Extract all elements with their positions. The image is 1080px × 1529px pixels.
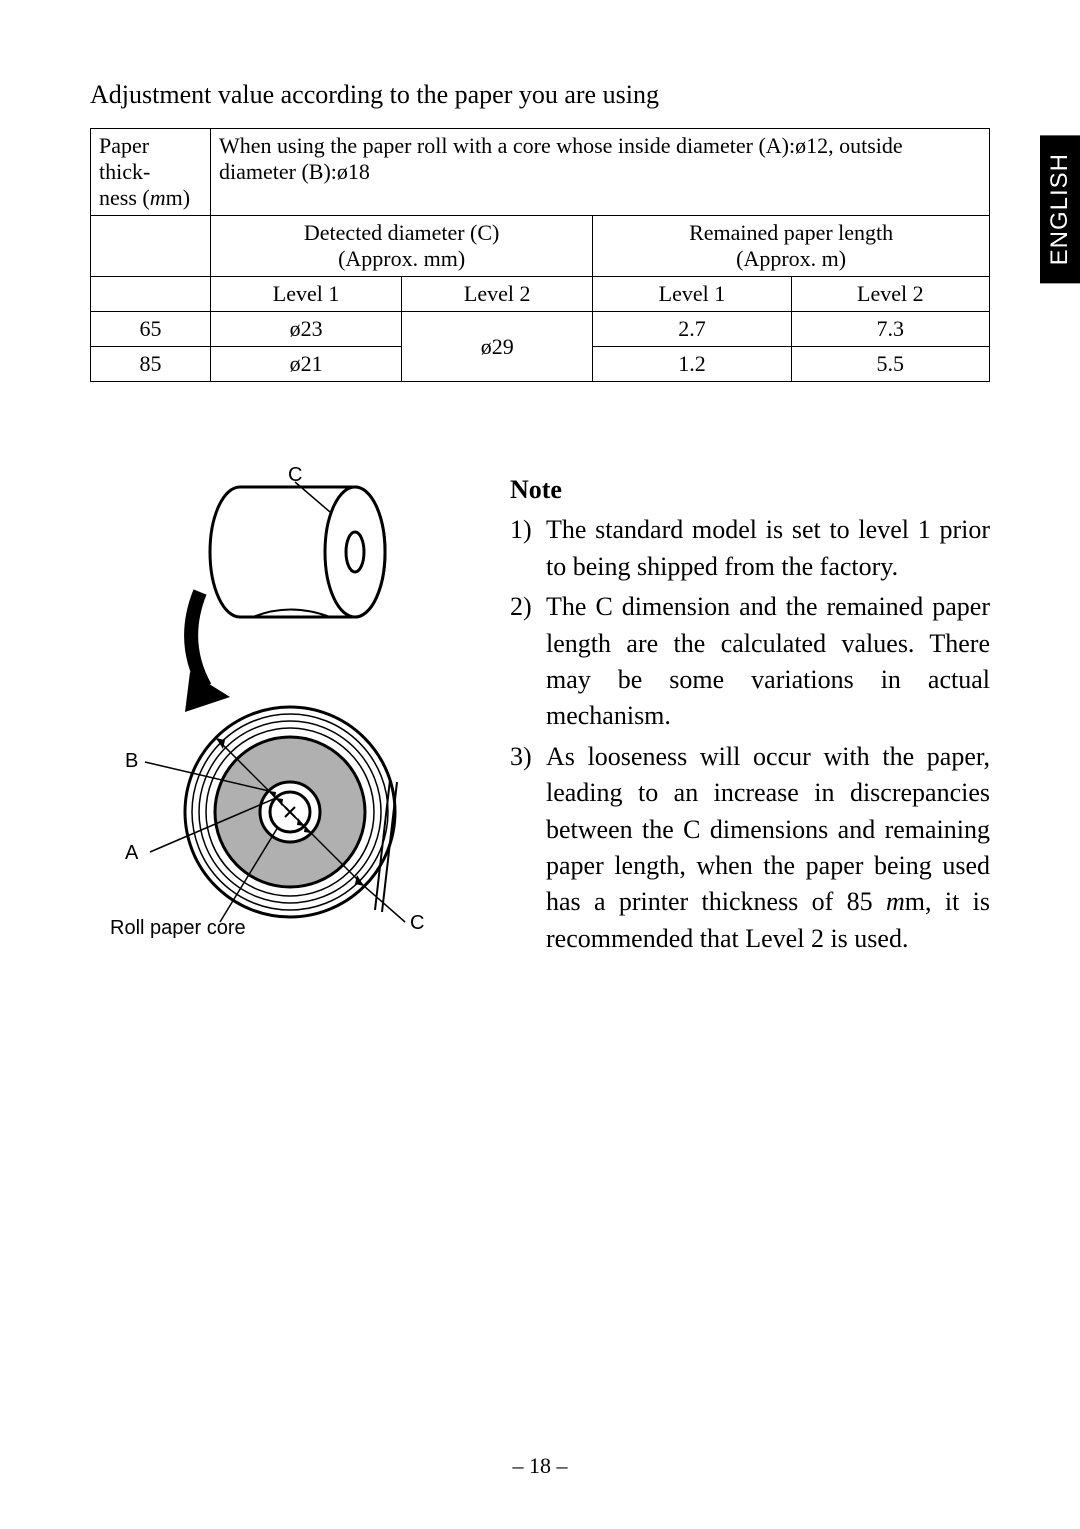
cell-value: 5.5 [791,347,989,382]
cell-level1: Level 1 [593,277,791,312]
section-title: Adjustment value according to the paper … [90,80,990,110]
item-number: 2) [510,589,538,735]
cell-value: ø21 [211,347,402,382]
cell-remained-header: Remained paper length (Approx. m) [593,216,990,277]
item-text: The standard model is set to level 1 pri… [546,512,990,585]
table-row: Paper thick- ness (mm) When using the pa… [91,129,990,216]
diagram-label-b: B [125,750,138,773]
table-row: Detected diameter (C) (Approx. mm) Remai… [91,216,990,277]
cell-thickness: 65 [91,312,211,347]
cell-detected-header: Detected diameter (C) (Approx. mm) [211,216,593,277]
cell-level2: Level 2 [791,277,989,312]
cell-empty [91,216,211,277]
item-text: The C dimension and the remained paper l… [546,589,990,735]
text: (Approx. mm) [338,246,465,271]
table-row: 65 ø23 ø29 2.7 7.3 [91,312,990,347]
text: Remained paper length [689,220,893,245]
diagram-svg [90,472,470,942]
text: ness ( [99,185,150,210]
cell-thickness: 85 [91,347,211,382]
text: Paper thick- [99,133,150,184]
item-number: 1) [510,512,538,585]
note-heading: Note [510,472,990,508]
cell-value: 1.2 [593,347,791,382]
lower-section: C B A Roll paper core C Note 1) The stan… [90,472,990,961]
item-text: As looseness will occur with the paper, … [546,739,990,957]
note-section: Note 1) The standard model is set to lev… [510,472,990,961]
text: m) [166,185,190,210]
arrow-icon [185,592,230,712]
list-item: 1) The standard model is set to level 1 … [510,512,990,585]
text: m [150,185,166,210]
diagram-label-a: A [125,842,138,865]
page-content: Adjustment value according to the paper … [0,0,1080,1001]
cell-level2: Level 2 [402,277,593,312]
paper-roll-diagram: C B A Roll paper core C [90,472,470,961]
table-row: Level 1 Level 2 Level 1 Level 2 [91,277,990,312]
cell-value: 2.7 [593,312,791,347]
text: Detected diameter (C) [304,220,499,245]
cell-value: ø23 [211,312,402,347]
cell-empty [91,277,211,312]
adjustment-table: Paper thick- ness (mm) When using the pa… [90,128,990,382]
cell-core-description: When using the paper roll with a core wh… [211,129,990,216]
page-number: – 18 – [513,1453,568,1479]
item-number: 3) [510,739,538,957]
text: (Approx. m) [736,246,846,271]
language-tab: ENGLISH [1040,135,1080,283]
cell-level1: Level 1 [211,277,402,312]
cell-value: 7.3 [791,312,989,347]
diagram-label-c-bottom: C [410,912,424,935]
diagram-label-core: Roll paper core [110,917,246,940]
text: m [886,887,905,916]
note-list: 1) The standard model is set to level 1 … [510,512,990,957]
list-item: 3) As looseness will occur with the pape… [510,739,990,957]
cell-value: ø29 [402,312,593,382]
cell-paper-thickness-header: Paper thick- ness (mm) [91,129,211,216]
list-item: 2) The C dimension and the remained pape… [510,589,990,735]
diagram-label-c-top: C [288,464,302,487]
upper-roll-icon [210,487,385,617]
